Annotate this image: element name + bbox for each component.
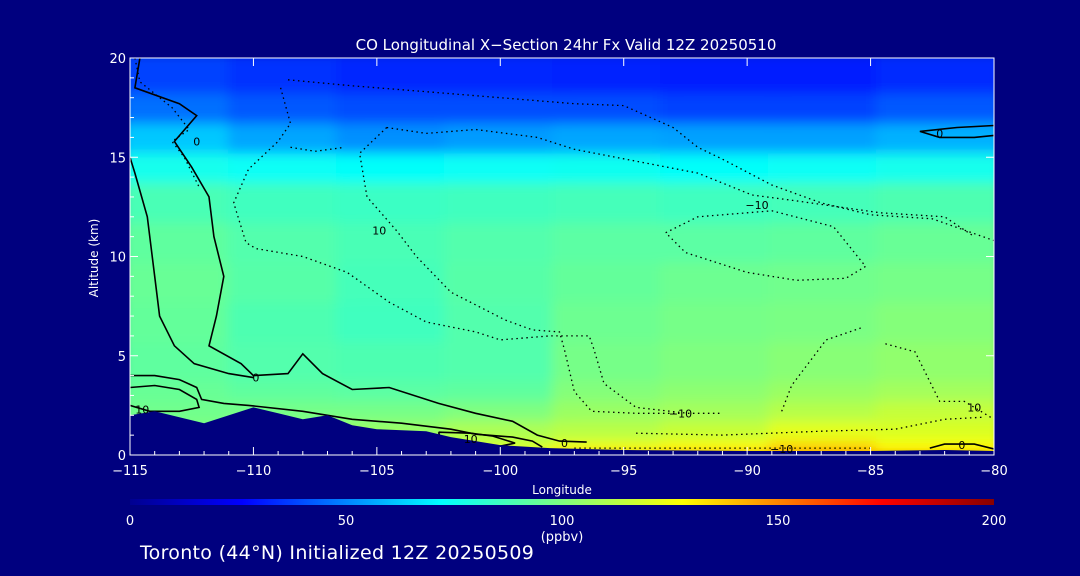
contour-label: 10 <box>464 433 478 446</box>
y-tick-label: 15 <box>109 151 126 166</box>
colorbar-tick-label: 0 <box>126 514 134 529</box>
contour-line-positive <box>130 157 254 379</box>
x-tick-label: −100 <box>482 464 518 479</box>
y-tick-label: 5 <box>118 350 126 365</box>
x-tick-label: −110 <box>236 464 272 479</box>
co-change-contours <box>130 58 994 450</box>
contour-line-positive <box>130 374 543 448</box>
x-tick-label: −115 <box>112 464 148 479</box>
x-tick-label: −105 <box>359 464 395 479</box>
x-tick-label: −95 <box>610 464 637 479</box>
plot-area: 0 0 10 10 10 0 −10 −10 −10 0 10 0 <box>130 58 994 456</box>
contour-line-negative <box>885 343 994 420</box>
x-tick-label: −90 <box>733 464 760 479</box>
contour-label: 10 <box>967 401 981 414</box>
co-concentration-field <box>130 58 994 455</box>
x-axis-label: Longitude <box>532 483 592 497</box>
contour-line-positive <box>929 443 994 450</box>
contour-line-negative <box>233 87 723 414</box>
colorbar-tick-label: 100 <box>550 514 575 529</box>
contour-line-negative <box>665 210 867 281</box>
y-axis: 0 5 10 15 20 <box>109 52 994 464</box>
contour-label: −10 <box>745 199 768 212</box>
heat-cell <box>768 58 896 94</box>
footer-caption: Toronto (44°N) Initialized 12Z 20250509 <box>140 542 535 564</box>
contour-line-negative <box>287 79 994 242</box>
terrain-mask <box>130 407 994 455</box>
contour-line-negative <box>386 126 975 238</box>
contour-label: 0 <box>936 127 943 140</box>
contour-line-negative <box>636 416 982 436</box>
contour-label: −10 <box>770 443 793 456</box>
heat-cell <box>228 58 356 94</box>
contour-label: 10 <box>135 403 149 416</box>
y-tick-label: 0 <box>118 449 126 464</box>
colorbar-ticks: 0 50 100 150 200 <box>126 514 1007 529</box>
y-tick-label: 10 <box>109 251 126 266</box>
colorbar-tick-label: 200 <box>982 514 1007 529</box>
contour-label: 10 <box>372 225 386 238</box>
contour-labels: 0 0 10 10 10 0 −10 −10 −10 0 10 0 <box>135 127 981 456</box>
heat-cell <box>552 58 680 94</box>
colorbar-tick-label: 150 <box>766 514 791 529</box>
contour-label: 0 <box>958 439 965 452</box>
contour-line-positive <box>130 384 201 413</box>
contour-label: 0 <box>193 135 200 148</box>
y-axis-label: Altitude (km) <box>87 219 101 298</box>
y-tick-label: 20 <box>109 52 126 67</box>
colorbar <box>130 499 994 505</box>
colorbar-tick-label: 50 <box>338 514 355 529</box>
x-tick-label: −85 <box>857 464 884 479</box>
contour-label: −10 <box>669 407 692 420</box>
heat-cell <box>336 58 464 94</box>
heat-cell <box>876 58 994 94</box>
x-tick-label: −80 <box>980 464 1007 479</box>
chart-title: CO Longitudinal X−Section 24hr Fx Valid … <box>356 36 777 54</box>
contour-line-positive <box>134 58 587 443</box>
heat-cell <box>660 58 788 94</box>
contour-label: 0 <box>561 437 568 450</box>
contour-line-positive <box>919 124 994 139</box>
contour-line-negative <box>781 327 861 412</box>
x-axis: −115 −110 −105 −100 −95 −90 −85 −80 <box>112 58 1008 479</box>
heat-cell <box>444 58 572 94</box>
contour-label: 0 <box>252 372 259 385</box>
colorbar-unit: (ppbv) <box>541 530 584 545</box>
